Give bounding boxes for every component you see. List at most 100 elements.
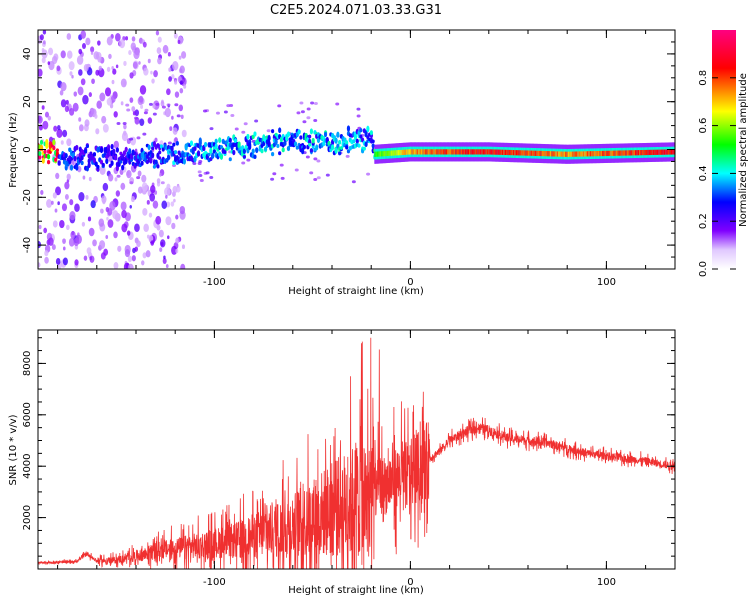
- spectrogram-cell: [165, 194, 168, 199]
- spectrogram-cell: [83, 64, 89, 72]
- spectrogram-cell: [403, 149, 406, 155]
- spectrogram-cell: [116, 174, 121, 178]
- spectrogram-cell: [136, 176, 141, 180]
- spectrogram-cell: [241, 145, 245, 151]
- spectrogram-cell: [52, 220, 58, 228]
- spectrogram-cell: [38, 241, 42, 249]
- spectrogram-cell: [411, 149, 414, 155]
- spectrogram-cell: [672, 149, 674, 155]
- spectrogram-cell: [75, 164, 79, 171]
- spectrogram-cell: [84, 119, 90, 127]
- spectrogram-cell: [404, 149, 407, 155]
- spectrogram-cell: [260, 148, 264, 154]
- spectrogram-cell: [111, 79, 115, 85]
- spectrogram-cell: [166, 201, 171, 208]
- spectrogram-cell: [98, 218, 105, 227]
- spectrogram-cell: [179, 65, 185, 74]
- spectrogram-cell: [658, 149, 661, 155]
- spectrogram-cell: [241, 130, 246, 134]
- spectrogram-cell: [521, 150, 524, 156]
- spectrogram-cell: [418, 149, 421, 155]
- spectrogram-cell: [429, 149, 432, 155]
- spectrogram-cell: [157, 57, 162, 65]
- spectrogram-cell: [129, 137, 134, 141]
- spectrogram-cell: [279, 163, 284, 167]
- spectrogram-cell: [586, 151, 589, 157]
- spectrogram-cell: [266, 129, 271, 133]
- spectrogram-cell: [112, 210, 119, 220]
- spectrogram-cell: [181, 244, 186, 250]
- spectrogram-cell: [127, 255, 133, 263]
- spectrogram-cell: [412, 149, 415, 155]
- spectrogram-cell: [474, 149, 477, 155]
- spectrogram-cell: [556, 151, 559, 157]
- spectrogram-cell: [599, 150, 602, 157]
- spectrogram-cell: [416, 149, 419, 155]
- spectrogram-cell: [223, 110, 228, 114]
- spectrogram-cell: [177, 39, 181, 45]
- spectrogram-cell: [159, 239, 166, 248]
- spectrogram-cell: [205, 171, 210, 175]
- spectrogram-cell: [121, 209, 127, 219]
- spectrogram-cell: [90, 51, 94, 55]
- spectrogram-cell: [80, 30, 87, 39]
- spectrogram-cell: [168, 67, 172, 72]
- spectrogram-cell: [625, 150, 628, 156]
- snr-frame: [37, 329, 676, 570]
- spectrogram-cell: [165, 216, 172, 226]
- spectrogram-cell: [667, 149, 670, 155]
- spectrogram-cell: [285, 135, 289, 142]
- spectrogram-cell: [617, 150, 620, 156]
- spectrogram-cell: [659, 149, 662, 155]
- spectrogram-cell: [142, 41, 147, 48]
- spectrogram-cell: [38, 115, 43, 124]
- spectrogram-cell: [125, 36, 129, 41]
- spectrogram-cell: [614, 150, 617, 156]
- spectrogram-cell: [124, 146, 128, 152]
- spectrogram-cell: [606, 150, 609, 157]
- spectrogram-y-tick-label: -20: [22, 189, 33, 205]
- spectrogram-cell: [420, 149, 423, 155]
- spectrogram-cell: [619, 150, 622, 156]
- spectrogram-cell: [389, 150, 392, 156]
- spectrogram-cell: [538, 150, 541, 157]
- spectrogram-cell: [110, 160, 114, 166]
- spectrogram-cell: [405, 149, 408, 155]
- spectrogram-cell: [55, 258, 61, 265]
- spectrogram-cell: [92, 152, 97, 157]
- spectrogram-cell: [175, 214, 179, 220]
- spectrogram-cell: [64, 193, 69, 200]
- spectrogram-cell: [665, 149, 668, 155]
- spectrogram-cell: [423, 149, 426, 155]
- spectrogram-cell: [478, 149, 481, 155]
- spectrogram-cell: [146, 234, 150, 239]
- spectrogram-cell: [48, 47, 54, 56]
- spectrogram-cell: [280, 176, 285, 180]
- spectrogram-cell: [80, 160, 84, 166]
- spectrogram-cell: [46, 199, 52, 208]
- spectrogram-cell: [243, 122, 248, 126]
- spectrogram-cell: [117, 162, 121, 167]
- spectrogram-cell: [604, 150, 607, 157]
- spectrogram-cell: [673, 149, 675, 155]
- spectrogram-cell: [345, 145, 349, 150]
- spectrogram-cell: [75, 144, 79, 151]
- spectrogram-cell: [120, 201, 127, 211]
- spectrogram-cell: [197, 170, 202, 174]
- spectrogram-cell: [632, 150, 635, 156]
- spectrogram-cell: [172, 142, 176, 147]
- spectrogram-cell: [382, 151, 385, 157]
- spectrogram-cell: [175, 140, 179, 146]
- spectrogram-cell: [482, 149, 485, 155]
- spectrogram-cell: [113, 111, 118, 118]
- snr-y-tick-label: 8000: [22, 351, 33, 376]
- spectrogram-cell: [492, 149, 495, 155]
- spectrogram-cell: [501, 149, 504, 155]
- spectrogram-cell: [167, 51, 171, 57]
- spectrogram-cell: [81, 43, 86, 50]
- spectrogram-cell: [477, 149, 480, 155]
- spectrogram-cell: [143, 67, 149, 76]
- spectrogram-cell: [459, 149, 462, 155]
- spectrogram-cell: [143, 223, 149, 233]
- spectrogram-cell: [106, 97, 112, 106]
